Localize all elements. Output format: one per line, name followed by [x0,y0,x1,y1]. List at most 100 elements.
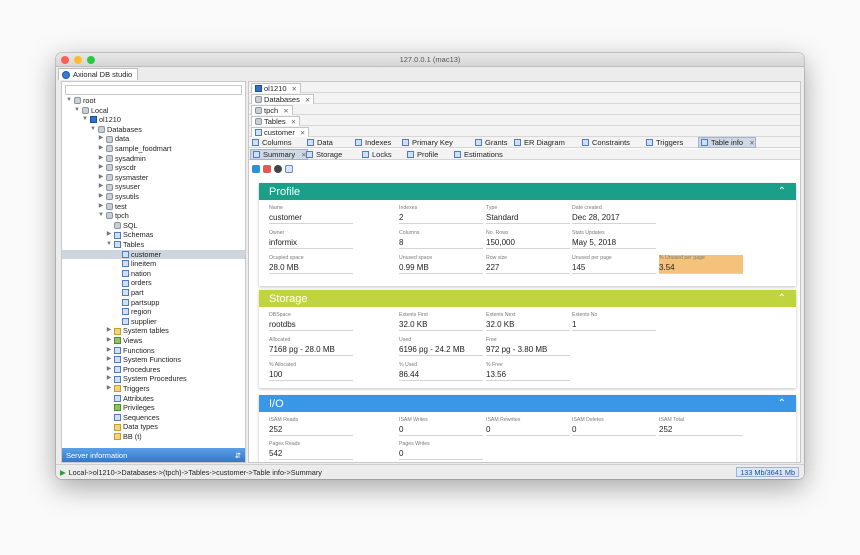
expand-arrow-icon[interactable]: ▶ [98,202,104,209]
tab-indexes[interactable]: Indexes [353,137,391,148]
expand-arrow-icon[interactable]: ▶ [98,145,104,151]
tree-item[interactable]: supplier [114,317,157,327]
editor-tab[interactable]: ol1210 ✕ [251,83,301,93]
tree-item[interactable]: ▶ sysadmin [98,154,146,164]
tree-item[interactable]: ▶ System tables [106,326,169,336]
tree-item[interactable]: ▼ Tables [106,240,144,250]
tree-filter-input[interactable] [65,85,242,95]
tab-primary-key[interactable]: Primary Key [400,137,453,148]
tree-item[interactable]: nation [114,269,151,279]
tree-item[interactable]: ▼ Databases [90,125,142,135]
expand-arrow-icon[interactable]: ▶ [98,135,104,142]
expand-arrow-icon[interactable]: ▼ [106,241,112,247]
tree-item[interactable]: orders [114,278,152,288]
tree-item[interactable]: SQL [106,221,138,231]
tab-storage[interactable]: Storage [304,149,342,160]
expand-arrow-icon[interactable]: ▼ [98,212,104,219]
io-header[interactable]: I/O ⌃ [259,395,796,412]
tree-item[interactable]: ▼ ol1210 [82,115,121,125]
expand-arrow-icon[interactable]: ▶ [106,231,112,238]
tree-item[interactable]: ▶ Views [106,336,143,346]
expand-arrow-icon[interactable]: ▼ [66,97,72,103]
expand-arrow-icon[interactable]: ▶ [98,173,104,180]
expand-arrow-icon[interactable]: ▼ [74,106,80,113]
tab-constraints[interactable]: Constraints [580,137,630,148]
expand-arrow-icon[interactable]: ▼ [90,125,96,132]
zoom-button[interactable] [87,56,95,64]
stop-icon[interactable] [263,165,271,173]
close-tab-icon[interactable]: ✕ [299,129,306,137]
tree-item[interactable]: ▶ sample_foodmart [98,144,172,154]
expand-arrow-icon[interactable]: ▶ [106,385,112,391]
close-tab-icon[interactable]: ✕ [301,151,307,159]
tree-item[interactable]: ▶ sysuser [98,182,140,192]
tab-grants[interactable]: Grants [473,137,508,148]
tree-item[interactable]: ▶ sysmaster [98,173,149,183]
tree-item[interactable]: Data types [106,422,158,432]
tree-item[interactable]: partsupp [114,298,159,308]
xml-icon[interactable] [285,165,293,173]
tree-item[interactable]: ▶ data [98,134,130,144]
expand-arrow-icon[interactable]: ▶ [106,356,112,363]
expand-arrow-icon[interactable]: ▶ [106,375,112,382]
tree-item[interactable]: ▼ root [66,96,96,106]
editor-tab[interactable]: Tables ✕ [251,116,301,126]
close-tab-icon[interactable]: ✕ [304,96,311,104]
close-tab-icon[interactable]: ✕ [290,118,297,126]
expand-arrow-icon[interactable]: ▶ [106,337,112,343]
tree-item[interactable]: part [114,288,144,298]
tree-item[interactable]: ▶ test [98,202,127,212]
expand-icon[interactable]: ⇵ [234,450,241,460]
tab-data[interactable]: Data [305,137,333,148]
tree-item[interactable]: ▶ Functions [106,346,155,356]
tree-item[interactable]: Sequences [106,413,160,423]
tree-item[interactable]: ▶ System Procedures [106,374,187,384]
tree-item[interactable]: Attributes [106,394,154,404]
memory-indicator[interactable]: 133 Mb/3641 Mb [736,467,799,477]
tab-er-diagram[interactable]: ER Diagram [512,137,565,148]
editor-tab[interactable]: customer ✕ [251,127,310,137]
tree-item[interactable]: ▶ syscdr [98,163,136,173]
profile-header[interactable]: Profile ⌃ [259,183,796,200]
tree-item[interactable]: region [114,307,151,317]
server-information-bar[interactable]: Server information ⇵ [62,448,245,462]
expand-arrow-icon[interactable]: ▶ [98,154,104,161]
expand-arrow-icon[interactable]: ▼ [82,116,88,123]
close-button[interactable] [61,56,69,64]
tree-item[interactable]: ▶ sysutils [98,192,139,202]
tree-item[interactable]: ▶ Procedures [106,365,161,375]
tab-table-info[interactable]: Table info ✕ [698,137,756,148]
tree-item[interactable]: BB (t) [106,432,142,442]
expand-arrow-icon[interactable]: ▶ [98,183,104,190]
expand-arrow-icon[interactable]: ▶ [106,346,112,353]
tab-columns[interactable]: Columns [250,137,292,148]
app-tab[interactable]: Axional DB studio [58,68,139,80]
tree-item[interactable]: ▼ tpch [98,211,129,221]
close-tab-icon[interactable]: ✕ [283,107,289,115]
editor-tab[interactable]: tpch ✕ [251,105,293,115]
collapse-chevron-icon[interactable]: ⌃ [777,186,786,197]
tree-item[interactable]: ▶ System Functions [106,355,181,365]
expand-arrow-icon[interactable]: ▶ [98,193,104,199]
tree-item[interactable]: ▶ Schemas [106,230,154,240]
expand-arrow-icon[interactable]: ▶ [106,327,112,334]
close-tab-icon[interactable]: ✕ [291,85,297,93]
collapse-chevron-icon[interactable]: ⌃ [777,293,786,304]
tab-summary[interactable]: Summary ✕ [250,149,308,160]
close-tab-icon[interactable]: ✕ [749,139,755,147]
tree-item[interactable]: customer [62,249,245,260]
expand-arrow-icon[interactable]: ▶ [106,365,112,372]
tree-item[interactable]: Privileges [106,403,155,413]
tab-triggers[interactable]: Triggers [644,137,683,148]
tab-profile[interactable]: Profile [405,149,438,160]
expand-arrow-icon[interactable]: ▶ [98,164,104,171]
tab-locks[interactable]: Locks [360,149,392,160]
minimize-button[interactable] [74,56,82,64]
bug-icon[interactable] [274,165,282,173]
collapse-chevron-icon[interactable]: ⌃ [777,398,786,409]
tab-estimations[interactable]: Estimations [452,149,503,160]
refresh-icon[interactable] [252,165,260,173]
tree-item[interactable]: ▶ Triggers [106,384,150,394]
storage-header[interactable]: Storage ⌃ [259,290,796,307]
tree-item[interactable]: ▼ Local [74,106,108,116]
